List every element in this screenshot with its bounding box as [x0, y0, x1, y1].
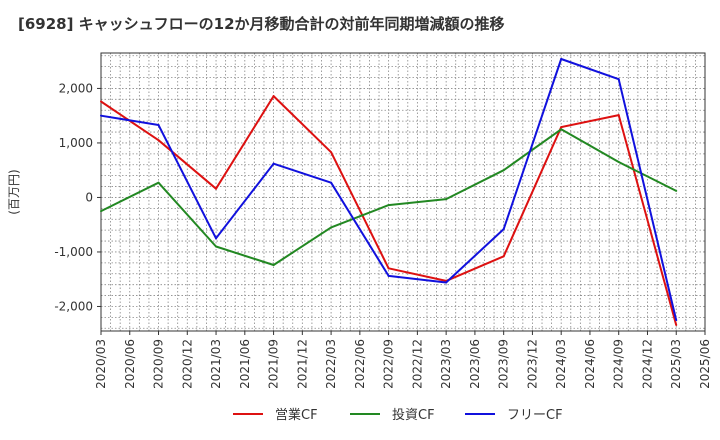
y-tick-label: 2,000 — [59, 81, 93, 95]
data-point — [617, 161, 620, 164]
data-point — [560, 126, 563, 129]
plot-area — [100, 52, 706, 332]
data-point — [387, 267, 390, 270]
data-point — [100, 114, 102, 117]
y-tick-label: 0 — [85, 190, 93, 204]
data-point — [445, 198, 448, 201]
x-tick-label: 2023/03 — [439, 339, 453, 389]
data-point — [215, 237, 218, 240]
legend: 営業CF 投資CF フリーCF — [233, 407, 563, 423]
series-lines — [100, 57, 678, 327]
y-axis-label: (百万円) — [7, 169, 21, 214]
x-tick-label: 2021/12 — [295, 339, 309, 389]
data-point — [675, 319, 678, 322]
data-point — [272, 162, 275, 165]
data-point — [272, 264, 275, 267]
grid — [101, 53, 705, 331]
x-tick-label: 2022/09 — [382, 339, 396, 389]
x-tick-label: 2022/06 — [353, 339, 367, 389]
x-tick-label: 2024/06 — [583, 339, 597, 389]
x-tick-label: 2023/09 — [497, 339, 511, 389]
x-tick-label: 2022/03 — [324, 339, 338, 389]
data-point — [675, 324, 678, 327]
data-point — [100, 100, 102, 103]
x-tick-label: 2021/09 — [267, 339, 281, 389]
x-tick-label: 2020/03 — [94, 339, 108, 389]
x-tick-label: 2023/12 — [525, 339, 539, 389]
data-point — [100, 210, 102, 213]
data-point — [330, 151, 333, 154]
data-point — [560, 57, 563, 60]
legend-label: フリーCF — [507, 408, 563, 423]
data-point — [272, 95, 275, 98]
data-point — [617, 78, 620, 81]
x-tick-label: 2025/03 — [669, 339, 683, 389]
data-point — [215, 245, 218, 248]
x-tick-label: 2021/06 — [238, 339, 252, 389]
data-point — [675, 189, 678, 192]
data-point — [502, 228, 505, 231]
data-point — [157, 123, 160, 126]
data-point — [617, 114, 620, 117]
x-tick-label: 2020/09 — [152, 339, 166, 389]
legend-label: 営業CF — [275, 407, 318, 423]
data-point — [502, 169, 505, 172]
x-axis: 2020/03 2020/06 2020/09 2020/12 2021/03 2021/… — [94, 331, 712, 389]
data-point — [502, 255, 505, 258]
data-point — [445, 281, 448, 284]
y-tick-label: -2,000 — [54, 299, 93, 313]
data-point — [387, 274, 390, 277]
x-tick-label: 2020/12 — [180, 339, 194, 389]
x-tick-label: 2021/03 — [209, 339, 223, 389]
x-tick-label: 2024/03 — [554, 339, 568, 389]
data-point — [387, 204, 390, 207]
data-point — [215, 187, 218, 190]
data-point — [157, 181, 160, 184]
x-tick-label: 2022/12 — [410, 339, 424, 389]
y-tick-label: 1,000 — [59, 136, 93, 150]
x-tick-label: 2020/06 — [123, 339, 137, 389]
x-tick-label: 2024/09 — [612, 339, 626, 389]
data-point — [330, 181, 333, 184]
data-point — [157, 139, 160, 142]
x-tick-label: 2023/06 — [468, 339, 482, 389]
y-axis: -2,000 -1,000 0 1,000 2,000 — [54, 81, 101, 313]
data-point — [330, 226, 333, 229]
chart-title: [6928] キャッシュフローの12か月移動合計の対前年同期増減額の推移 — [18, 15, 505, 33]
data-point — [560, 128, 563, 131]
x-tick-label: 2024/12 — [640, 339, 654, 389]
legend-label: 投資CF — [392, 407, 435, 423]
x-tick-label: 2025/06 — [698, 339, 712, 389]
y-tick-label: -1,000 — [54, 245, 93, 259]
